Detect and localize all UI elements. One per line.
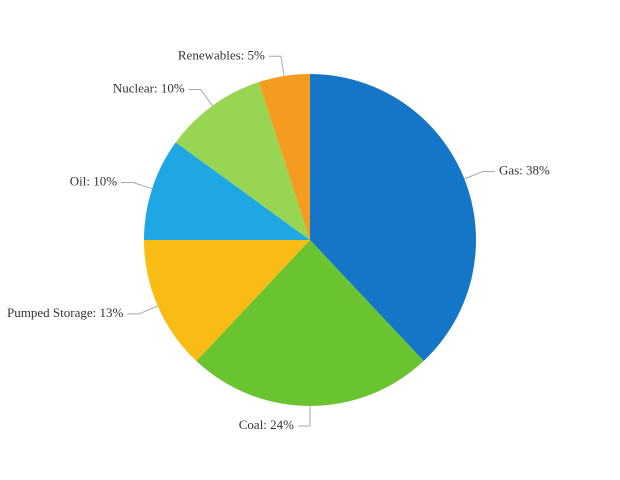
pie-slice xyxy=(258,74,310,240)
leader-line xyxy=(127,305,158,315)
leader-line xyxy=(298,406,311,427)
leader-line xyxy=(268,55,285,77)
pie-slice xyxy=(196,240,424,406)
leader-line xyxy=(188,89,213,106)
pie-slice xyxy=(144,142,310,240)
leader-line xyxy=(121,182,153,190)
pie-slice xyxy=(310,74,477,362)
pie-slice xyxy=(175,82,310,240)
pie-slice xyxy=(144,240,310,362)
slice-label: Oil: 10% xyxy=(70,174,117,189)
slice-label: Coal: 24% xyxy=(239,417,294,432)
slice-label: Nuclear: 10% xyxy=(113,81,185,96)
slice-label: Pumped Storage: 13% xyxy=(7,305,123,320)
leader-line xyxy=(464,171,495,180)
slice-label: Gas: 38% xyxy=(499,163,550,178)
slice-label: Renewables: 5% xyxy=(178,47,265,62)
